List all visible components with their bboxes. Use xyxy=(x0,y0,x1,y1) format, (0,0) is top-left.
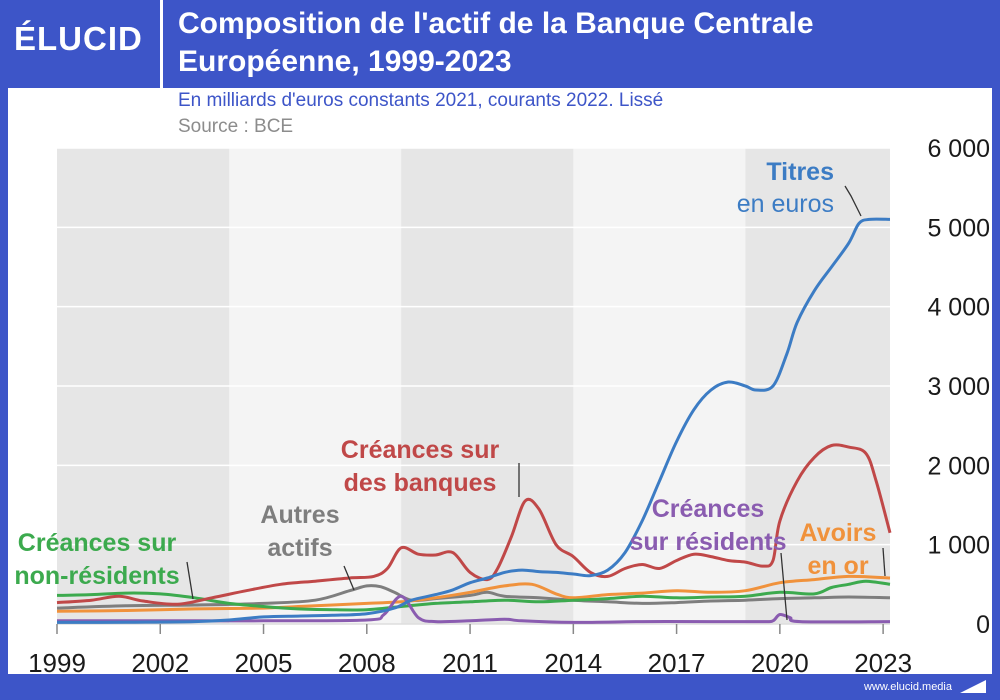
series-label-avoirs-en-or: Avoirs xyxy=(800,519,877,547)
leader-line-autres-actifs xyxy=(343,565,355,591)
website-footer[interactable]: www.elucid.media xyxy=(863,681,952,693)
elucid-mark-icon xyxy=(960,680,986,693)
y-tick-label: 0 xyxy=(976,611,990,639)
chart-source: Source : BCE xyxy=(178,116,294,137)
series-label-creances-sur-residents: Créances xyxy=(652,495,765,523)
leader-line-creances-sur-non-residents xyxy=(186,561,194,600)
y-tick-label: 5 000 xyxy=(927,214,990,242)
x-tick-label: 2017 xyxy=(648,648,706,678)
y-tick-label: 4 000 xyxy=(927,294,990,322)
series-label-autres-actifs: actifs xyxy=(267,534,332,562)
series-label-autres-actifs: Autres xyxy=(260,501,339,529)
x-tick-label: 2023 xyxy=(854,648,912,678)
series-label-creances-sur-non-residents: Créances sur xyxy=(18,529,177,557)
x-tick-label: 2014 xyxy=(544,648,602,678)
chart-title: Composition de l'actif de la Banque Cent… xyxy=(178,7,814,78)
x-tick-label: 1999 xyxy=(28,648,86,678)
chart-subtitle: En milliards d'euros constants 2021, cou… xyxy=(178,90,664,111)
series-line-titres-en-euros xyxy=(56,217,891,624)
series-label-titres-en-euros: Titres xyxy=(766,158,834,186)
leader-line-titres-en-euros xyxy=(844,185,862,217)
y-tick-label: 1 000 xyxy=(927,532,990,560)
y-tick-label: 6 000 xyxy=(927,135,990,163)
series-label-titres-en-euros: en euros xyxy=(737,190,834,218)
leader-line-avoirs-en-or xyxy=(882,547,886,577)
series-label-creances-sur-residents: sur résidents xyxy=(629,528,786,556)
x-tick-label: 2005 xyxy=(235,648,293,678)
header xyxy=(0,0,1000,88)
y-tick-label: 3 000 xyxy=(927,373,990,401)
series-label-creances-sur-des-banques: des banques xyxy=(344,469,497,497)
series-line-creances-sur-des-banques xyxy=(56,443,892,606)
x-tick-label: 2008 xyxy=(338,648,396,678)
x-tick-label: 2020 xyxy=(751,648,809,678)
leader-line-creances-sur-residents xyxy=(780,552,788,621)
series-label-creances-sur-non-residents: non-résidents xyxy=(14,562,179,590)
x-tick-label: 2011 xyxy=(442,648,498,678)
series-label-creances-sur-des-banques: Créances sur xyxy=(341,436,500,464)
x-tick-label: 2002 xyxy=(131,648,189,678)
series-label-avoirs-en-or: en or xyxy=(807,552,868,580)
series-line-autres-actifs xyxy=(56,584,891,610)
series-line-creances-sur-residents xyxy=(56,594,891,624)
header-divider xyxy=(160,0,163,88)
y-tick-label: 2 000 xyxy=(927,452,990,480)
elucid-logo: ÉLUCID xyxy=(14,20,143,57)
